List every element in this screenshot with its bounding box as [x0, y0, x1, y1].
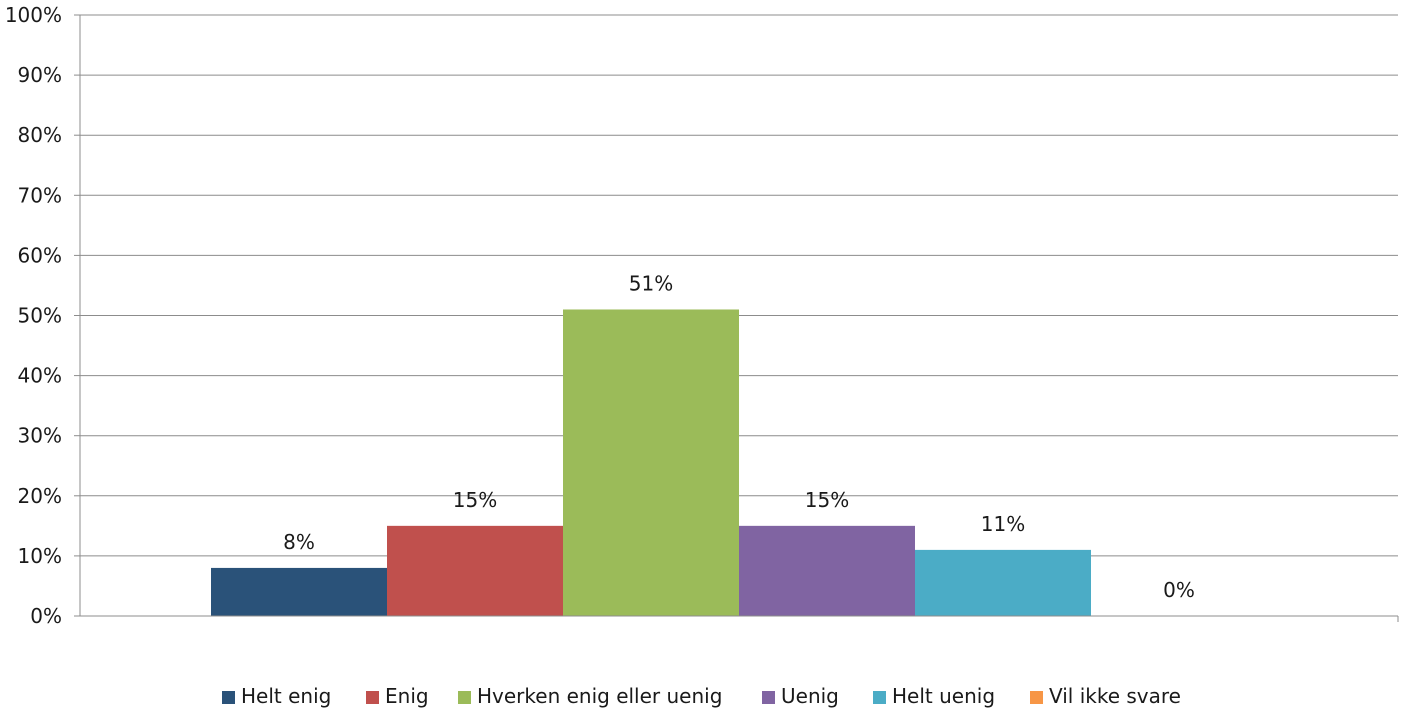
y-tick-label: 10% — [18, 544, 62, 568]
legend-swatch — [873, 691, 886, 704]
bar-uenig — [739, 525, 915, 616]
legend-label: Vil ikke svare — [1049, 684, 1181, 708]
data-label: 8% — [283, 530, 315, 554]
y-tick-label: 40% — [18, 364, 62, 388]
legend-swatch — [762, 691, 775, 704]
bar-hverken-enig-eller-uenig — [563, 309, 739, 616]
legend-label: Helt enig — [241, 684, 331, 708]
y-tick-label: 80% — [18, 123, 62, 147]
data-label: 15% — [805, 488, 849, 512]
y-tick-label: 70% — [18, 183, 62, 207]
bar-helt-uenig — [915, 549, 1091, 616]
y-tick-label: 100% — [5, 3, 62, 27]
legend-label: Enig — [385, 684, 429, 708]
y-axis-tick-labels: 0% 10% 20% 30% 40% 50% 60% 70% 80% 90% 100% — [5, 3, 62, 628]
legend-swatch — [222, 691, 235, 704]
y-tick-label: 30% — [18, 424, 62, 448]
bar-enig — [387, 525, 563, 616]
bars — [211, 309, 1091, 616]
axes — [74, 14, 1399, 622]
data-label: 15% — [453, 488, 497, 512]
legend-swatch — [458, 691, 471, 704]
legend-swatch — [1030, 691, 1043, 704]
y-tick-label: 50% — [18, 304, 62, 328]
legend: Helt enig Enig Hverken enig eller uenig Uen… — [222, 684, 1181, 708]
data-label: 0% — [1163, 578, 1195, 602]
data-label: 11% — [981, 512, 1025, 536]
y-tick-label: 90% — [18, 63, 62, 87]
legend-label: Uenig — [781, 684, 839, 708]
legend-label: Hverken enig eller uenig — [477, 684, 722, 708]
data-label: 51% — [629, 271, 673, 295]
y-tick-label: 0% — [30, 604, 62, 628]
legend-label: Helt uenig — [892, 684, 995, 708]
y-tick-label: 20% — [18, 484, 62, 508]
bar-helt-enig — [211, 567, 387, 616]
y-tick-label: 60% — [18, 243, 62, 267]
data-labels: 8% 15% 51% 15% 11% 0% — [283, 271, 1195, 602]
legend-swatch — [366, 691, 379, 704]
